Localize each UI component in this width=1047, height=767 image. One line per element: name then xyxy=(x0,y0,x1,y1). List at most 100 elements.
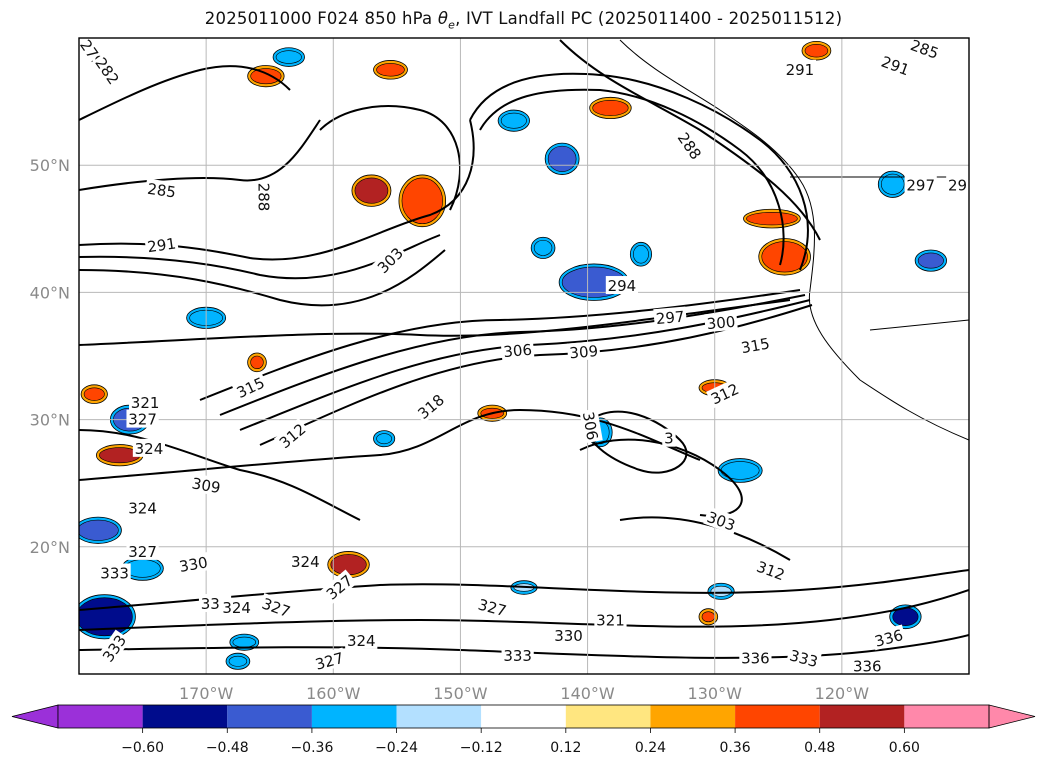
contour-label-text: 324 xyxy=(128,500,157,518)
map-ticks: 170°W 160°W 150°W 140°W 130°W 120°W 50°N 40°N 30… xyxy=(30,156,870,703)
colorbar-segment xyxy=(396,705,482,728)
contour-label-text: 330 xyxy=(178,553,209,576)
contour-label-bg xyxy=(345,630,378,649)
pc-blob xyxy=(710,585,732,597)
contour-label-bg xyxy=(786,644,822,671)
pc-blob xyxy=(354,177,389,204)
lon-tick-label: 170°W xyxy=(179,684,234,703)
contour-label-text: 288 xyxy=(254,183,272,212)
contour-label-bg xyxy=(289,552,322,571)
contour-label: 321 xyxy=(594,610,627,630)
pc-blob xyxy=(250,355,264,370)
contour-label: 312 xyxy=(752,556,790,585)
contour-label-bg xyxy=(851,656,884,675)
contour-label: 3 xyxy=(662,428,676,448)
contour-label-text: 312 xyxy=(754,558,787,585)
colorbar-over-arrow xyxy=(988,704,1036,729)
contour-label-bg xyxy=(126,498,159,517)
colorbar-tick-label: 0.12 xyxy=(550,740,581,756)
contour-label: 312 xyxy=(273,418,311,453)
contour-label-bg xyxy=(129,393,162,412)
contour-label-text: 303 xyxy=(374,244,407,277)
contour-label-text: 333 xyxy=(503,647,532,665)
contour-label-text: 297 xyxy=(655,308,685,328)
contour-label-text: 315 xyxy=(740,334,771,357)
contour-label-bg xyxy=(904,175,937,194)
contour-label: 327 xyxy=(474,594,511,620)
contour-label-bg xyxy=(752,556,790,584)
contour-label-bg xyxy=(737,333,773,357)
theta-e-contour xyxy=(587,410,688,474)
lon-tick-label: 130°W xyxy=(688,684,743,703)
contour-label: 336 xyxy=(739,648,772,668)
contour-label-text: 327 xyxy=(260,595,293,622)
pc-blob xyxy=(232,636,257,648)
pc-blob xyxy=(330,554,367,576)
contour-label-bg xyxy=(500,339,535,361)
pc-blob xyxy=(533,239,553,256)
colorbar-segment xyxy=(227,705,312,728)
pc-blob xyxy=(633,245,649,264)
contour-label: 333 xyxy=(501,646,534,665)
contour-label-text: 327 xyxy=(476,595,508,620)
contour-label: 327 xyxy=(126,541,159,561)
contour-label: 303 xyxy=(372,242,408,278)
contour-label-text: 294 xyxy=(608,277,637,295)
contour-label-text: 300 xyxy=(706,313,736,333)
contour-label-text: 291 xyxy=(879,53,912,80)
contour-label-text: 324 xyxy=(222,599,251,617)
contour-label-bg xyxy=(144,233,179,256)
contour-label: 306 xyxy=(500,339,535,361)
contour-label-text: 333 xyxy=(100,565,129,583)
colorbar-segment xyxy=(735,705,820,728)
contour-label-bg xyxy=(231,371,269,402)
colorbar: −0.60 −0.48 −0.36 −0.24 −0.12 0.12 0.24 0.36 0.4… xyxy=(11,704,1036,756)
contour-label-bg xyxy=(552,625,585,644)
pc-blob xyxy=(746,211,798,226)
contour-label: 288 xyxy=(254,180,274,214)
pc-blob xyxy=(701,611,716,623)
theta-e-contour xyxy=(199,289,801,401)
pc-blob xyxy=(804,44,829,58)
contour-label-text: 327 xyxy=(128,543,157,561)
contour-label: 330 xyxy=(552,625,585,645)
contour-label-text: 321 xyxy=(596,612,625,630)
theta-e-contour xyxy=(79,634,969,659)
contour-label-bg xyxy=(653,306,687,328)
north-america-coastline xyxy=(619,39,969,441)
theta-e-contour xyxy=(559,39,821,241)
contour-label-bg xyxy=(91,52,125,89)
contour-label: 330 xyxy=(175,551,211,576)
lon-tick-label: 150°W xyxy=(433,684,488,703)
pc-blob xyxy=(79,519,119,541)
contour-label-bg xyxy=(258,592,295,621)
contour-label: 324 xyxy=(132,438,166,458)
contour-label-bg xyxy=(706,378,743,409)
lon-tick-label: 160°W xyxy=(306,684,361,703)
colorbar-tick-label: 0.60 xyxy=(889,740,920,756)
contour-label-bg xyxy=(132,438,166,457)
contour-label: 288 xyxy=(673,127,707,164)
theta-e-contour xyxy=(319,105,461,211)
theta-e-contour xyxy=(479,88,785,266)
contour-label-text: 3 xyxy=(664,430,674,448)
contour-label: 315 xyxy=(737,333,773,357)
contour-label-bg xyxy=(906,34,944,63)
contour-label: 309 xyxy=(188,473,224,497)
lat-tick-label: 20°N xyxy=(30,538,70,557)
colorbar-tick-label: 0.24 xyxy=(635,740,666,756)
contour-label: 333 xyxy=(98,563,131,583)
contour-label: 327 xyxy=(126,409,159,429)
contour-label-text: 336 xyxy=(741,650,770,668)
contour-label-bg xyxy=(662,428,676,447)
contour-label-text: 324 xyxy=(291,553,320,571)
pc-blob xyxy=(376,63,405,77)
contour-label-text: 297 xyxy=(906,177,935,195)
theta-e-contour xyxy=(79,569,969,611)
colorbar-tick-label: −0.36 xyxy=(290,740,333,756)
contour-label: 306 xyxy=(579,408,603,444)
contour-label-bg xyxy=(97,629,131,667)
lon-tick-label: 140°W xyxy=(560,684,615,703)
contour-label: 324 xyxy=(220,597,253,617)
contour-label-text: 306 xyxy=(579,410,602,441)
